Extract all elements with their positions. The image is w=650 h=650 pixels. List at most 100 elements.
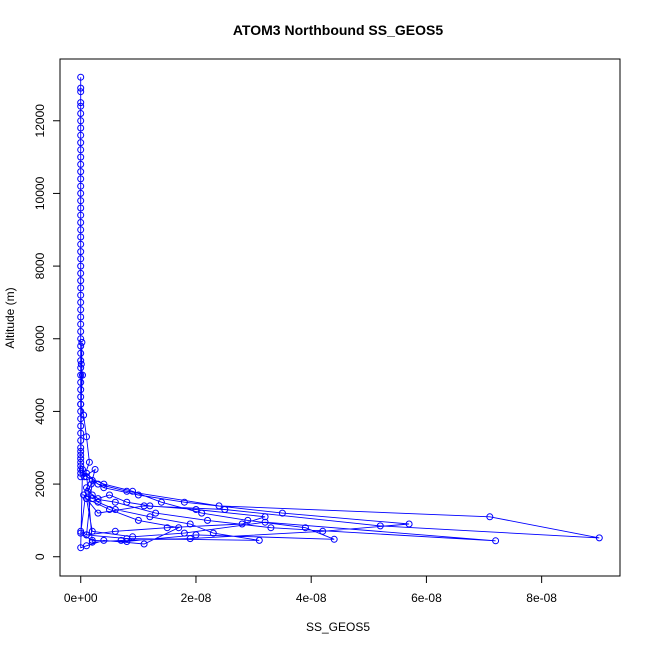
chart-title: ATOM3 Northbound SS_GEOS5 xyxy=(233,22,443,38)
data-point xyxy=(87,480,95,488)
data-point xyxy=(77,422,85,430)
y-tick-label: 4000 xyxy=(33,398,47,425)
data-point xyxy=(163,524,171,532)
data-point xyxy=(88,536,96,544)
data-point xyxy=(186,520,194,528)
data-point xyxy=(77,444,85,452)
data-point xyxy=(77,240,85,248)
data-point xyxy=(94,498,102,506)
data-point xyxy=(77,153,85,161)
data-point xyxy=(77,429,85,437)
data-point xyxy=(77,175,85,183)
data-point xyxy=(192,531,200,539)
data-point xyxy=(77,447,85,455)
data-point xyxy=(129,487,137,495)
data-point xyxy=(77,291,85,299)
data-point xyxy=(77,320,85,328)
data-point xyxy=(77,335,85,343)
data-point xyxy=(330,535,338,543)
plot-area xyxy=(77,73,603,552)
data-point xyxy=(486,513,494,521)
data-point xyxy=(255,536,263,544)
data-point xyxy=(77,117,85,125)
y-tick-label: 6000 xyxy=(33,325,47,352)
data-point xyxy=(77,328,85,335)
data-point xyxy=(492,537,500,545)
data-point xyxy=(80,411,88,419)
data-point xyxy=(405,520,413,528)
y-axis-label: Altitude (m) xyxy=(3,287,17,348)
data-point xyxy=(77,357,85,365)
data-point xyxy=(77,544,85,552)
data-point xyxy=(77,189,85,197)
data-point xyxy=(134,516,142,524)
y-tick-label: 10000 xyxy=(33,176,47,210)
data-point xyxy=(77,219,85,226)
y-tick-label: 2000 xyxy=(33,470,47,497)
data-point xyxy=(186,535,194,543)
plot-frame xyxy=(59,58,621,577)
data-point xyxy=(77,437,85,444)
data-point xyxy=(77,255,85,263)
data-point xyxy=(77,342,85,350)
x-tick-label: 2e-08 xyxy=(181,591,212,605)
data-point xyxy=(140,540,148,548)
data-point xyxy=(106,491,113,499)
data-point xyxy=(204,516,211,524)
data-point xyxy=(261,513,269,521)
data-point xyxy=(84,487,92,495)
data-point xyxy=(77,262,85,270)
data-point xyxy=(77,248,85,256)
data-point xyxy=(77,99,85,107)
data-point xyxy=(111,506,119,513)
data-point xyxy=(77,197,85,205)
data-point xyxy=(77,451,85,459)
x-tick-label: 4e-08 xyxy=(296,591,327,605)
data-point xyxy=(77,364,85,372)
data-point xyxy=(83,484,90,492)
data-point xyxy=(83,531,90,539)
data-point xyxy=(198,509,206,517)
data-point xyxy=(77,110,85,117)
data-point xyxy=(261,518,269,526)
data-point xyxy=(77,131,85,139)
data-point xyxy=(123,538,131,545)
data-point xyxy=(79,371,86,379)
y-tick-label: 0 xyxy=(33,553,47,560)
data-point xyxy=(83,469,90,477)
data-point xyxy=(111,498,119,506)
data-point xyxy=(77,124,85,132)
x-axis-label: SS_GEOS5 xyxy=(306,620,370,634)
data-point xyxy=(77,102,85,110)
data-point xyxy=(278,509,286,517)
x-tick-label: 6e-08 xyxy=(411,591,442,605)
data-point xyxy=(77,226,85,234)
x-axis: 0e+00 2e-08 4e-08 6e-08 8e-08 xyxy=(64,575,557,605)
data-point xyxy=(83,473,90,481)
data-point xyxy=(77,527,85,535)
data-point xyxy=(77,160,85,168)
data-point xyxy=(77,458,85,466)
data-point xyxy=(319,527,327,535)
data-point xyxy=(100,480,108,488)
data-point xyxy=(77,269,85,277)
data-point xyxy=(77,168,85,176)
data-point xyxy=(77,393,85,401)
data-point xyxy=(77,73,85,81)
data-point xyxy=(77,139,85,147)
data-point xyxy=(140,502,148,510)
data-point xyxy=(111,527,119,535)
data-point xyxy=(85,458,93,466)
data-point xyxy=(77,284,85,292)
data-point xyxy=(77,298,85,306)
data-point xyxy=(88,491,96,499)
data-point xyxy=(77,313,85,321)
data-point xyxy=(157,498,165,506)
data-point xyxy=(77,349,85,357)
data-point xyxy=(77,455,85,463)
data-point xyxy=(376,522,384,530)
data-point xyxy=(77,146,85,154)
data-point xyxy=(79,466,86,473)
data-point xyxy=(152,509,160,517)
data-point xyxy=(83,433,90,441)
